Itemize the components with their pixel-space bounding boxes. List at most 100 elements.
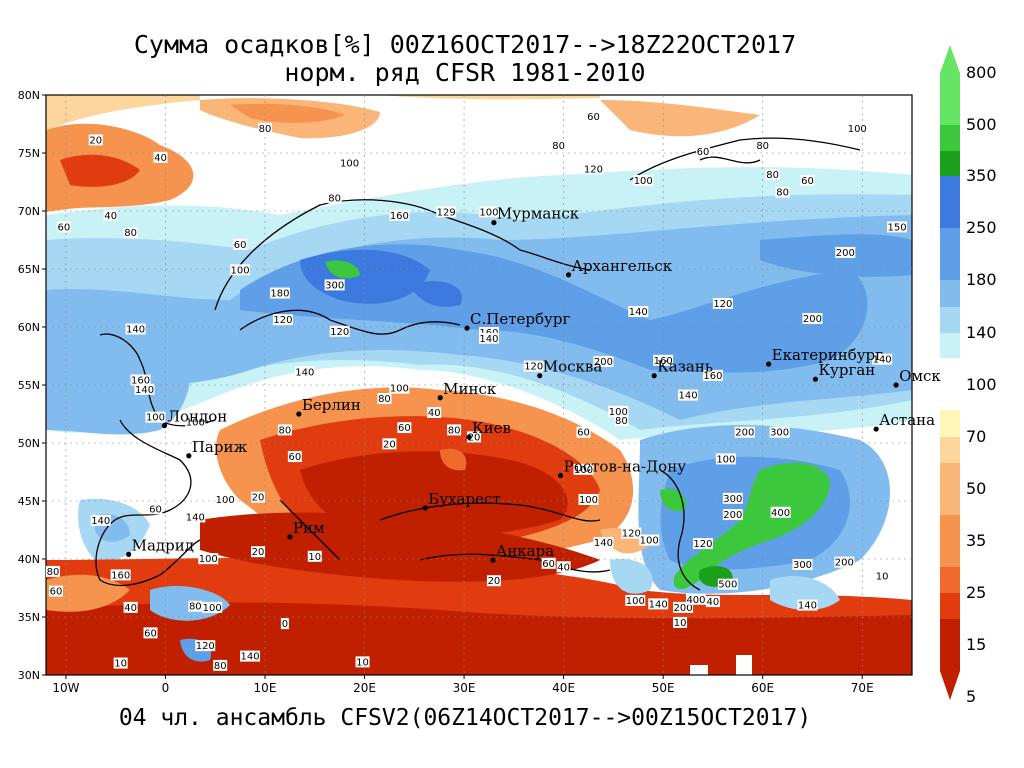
- contour-label: 80: [328, 193, 341, 204]
- contour-label-bg: [769, 426, 790, 438]
- contour-label-bg: [802, 313, 823, 325]
- contour-label: 100: [579, 495, 598, 506]
- contour-label-bg: [593, 355, 614, 367]
- lon-tick-label: 10E: [254, 681, 277, 695]
- contour-label-bg: [673, 601, 694, 613]
- contour-label-bg: [130, 374, 151, 386]
- contour-label-bg: [355, 656, 370, 668]
- contour-label-bg: [523, 360, 544, 372]
- contour-label: 300: [793, 560, 812, 571]
- lon-tick-label: 20E: [353, 681, 376, 695]
- colorbar-label: 100: [966, 375, 997, 394]
- contour-label-bg: [792, 558, 813, 570]
- contour-label: 60: [234, 240, 247, 251]
- contour-label: 0: [282, 619, 288, 630]
- contour-label-bg: [639, 534, 660, 546]
- lon-tick-label: 60E: [751, 681, 774, 695]
- colorbar-label: 25: [966, 583, 986, 602]
- contour-label-bg: [90, 514, 111, 526]
- colorbar-label: 140: [966, 323, 997, 342]
- contour-label-bg: [294, 366, 315, 378]
- contour-label-bg: [478, 332, 499, 344]
- contour-label: 100: [848, 124, 867, 135]
- contour-label-bg: [541, 557, 556, 569]
- contour-label-bg: [755, 140, 770, 152]
- contour-label-bg: [397, 422, 412, 434]
- contour-label-bg: [257, 122, 272, 134]
- colorbar-label: 35: [966, 531, 986, 550]
- colorbar: 800 500 350 250 180 140 100 70 50 35 25 …: [940, 45, 997, 706]
- city-label: Париж: [192, 438, 248, 456]
- city-dot: [766, 361, 772, 367]
- contour-label-bg: [614, 415, 629, 427]
- contour-label: 80: [552, 141, 565, 152]
- lat-tick-label: 35N: [18, 611, 40, 624]
- contour-label: 60: [288, 452, 301, 463]
- contour-label-bg: [48, 585, 63, 597]
- contour-label: 80: [756, 141, 769, 152]
- contour-label-bg: [702, 369, 723, 381]
- colorbar-bottom-arrow: [940, 671, 960, 700]
- colorbar-label: 50: [966, 479, 986, 498]
- contour-label: 60: [577, 428, 590, 439]
- contour-label-bg: [272, 314, 293, 326]
- contour-label-bg: [797, 599, 818, 611]
- colorbar-label: 180: [966, 270, 997, 289]
- contour-label: 140: [629, 307, 648, 318]
- contour-label: 20: [252, 493, 265, 504]
- contour-label: 300: [723, 494, 742, 505]
- contour-label: 140: [241, 652, 260, 663]
- contour-label-bg: [198, 553, 219, 565]
- contour-label-bg: [143, 627, 158, 639]
- contour-label: 120: [330, 327, 349, 338]
- contour-label: 80: [766, 170, 779, 181]
- contour-label: 140: [678, 391, 697, 402]
- contour-label-bg: [389, 382, 410, 394]
- contour-label: 100: [716, 454, 735, 465]
- city-label: Рим: [293, 519, 325, 537]
- contour-label: 140: [649, 599, 668, 610]
- city-dot: [126, 551, 132, 557]
- contour-label-bg: [576, 426, 591, 438]
- contour-label: 80: [448, 425, 461, 436]
- contour-label: 200: [723, 510, 742, 521]
- contour-label: 100: [146, 413, 165, 424]
- city-dot: [537, 373, 543, 379]
- city-label: Киев: [472, 419, 511, 437]
- contour-label: 140: [135, 385, 154, 396]
- contour-label-bg: [185, 416, 206, 428]
- contour-label: 80: [615, 416, 628, 427]
- contour-label: 120: [693, 539, 712, 550]
- contour-label: 60: [50, 587, 63, 598]
- contour-label: 80: [378, 394, 391, 405]
- lon-tick-label: 30E: [453, 681, 476, 695]
- contour-label-bg: [123, 601, 138, 613]
- city-label: Мадрид: [132, 536, 194, 554]
- contour-label: 100: [479, 207, 498, 218]
- contour-label-bg: [586, 111, 601, 123]
- contour-label: 40: [707, 597, 720, 608]
- contour-label: 10: [356, 657, 369, 668]
- contour-label: 100: [199, 554, 218, 565]
- contour-label-bg: [447, 424, 462, 436]
- city-label: Бухарест: [428, 490, 500, 508]
- lat-tick-label: 50N: [18, 437, 40, 450]
- contour-label-bg: [103, 209, 118, 221]
- precipitation-field: [46, 95, 912, 675]
- contour-label: 80: [279, 425, 292, 436]
- contour-label: 200: [735, 428, 754, 439]
- contour-label: 100: [634, 176, 653, 187]
- contour-label-bg: [251, 546, 266, 558]
- contour-label-bg: [872, 353, 893, 365]
- contour-label: 20: [89, 135, 102, 146]
- contour-label: 150: [888, 222, 907, 233]
- city-label: Берлин: [302, 396, 361, 414]
- contour-label-bg: [280, 618, 289, 630]
- lon-tick-label: 50E: [652, 681, 675, 695]
- contour-label: 200: [803, 314, 822, 325]
- contour-label-bg: [734, 426, 755, 438]
- contour-label-bg: [88, 134, 103, 146]
- colorbar-label: 70: [966, 427, 986, 446]
- lat-tick-label: 55N: [18, 379, 40, 392]
- contour-label-bg: [653, 354, 674, 366]
